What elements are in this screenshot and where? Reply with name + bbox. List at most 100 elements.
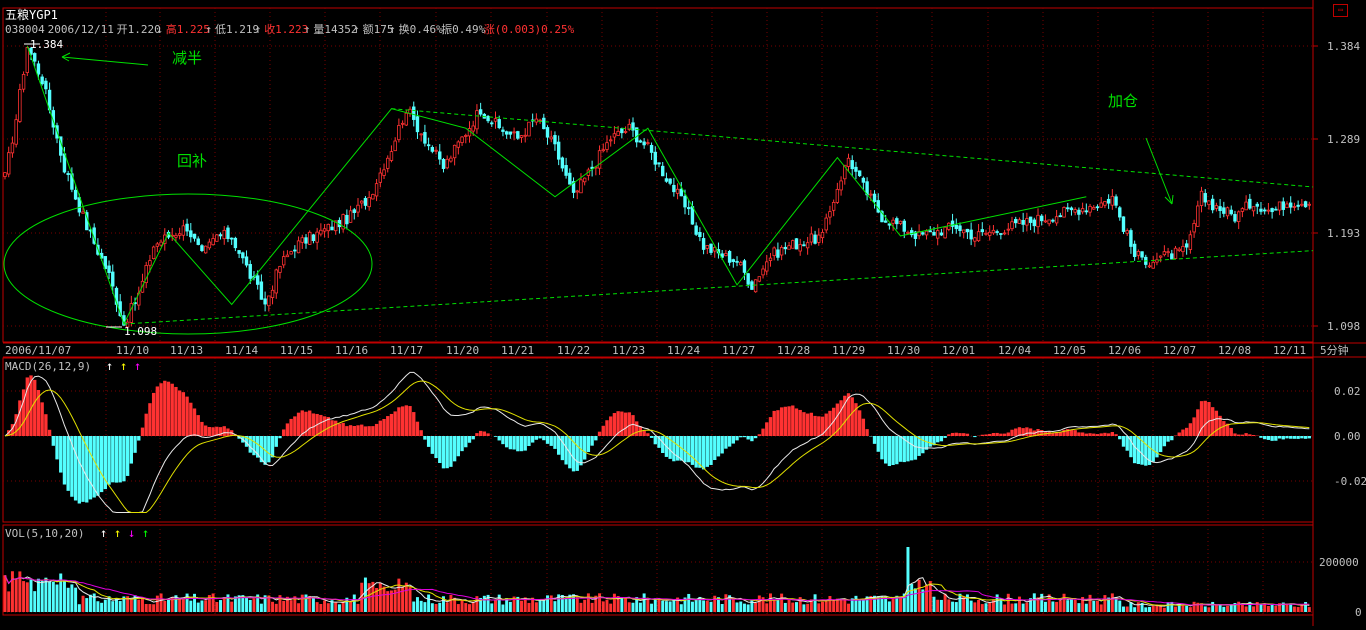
candle-body [713, 246, 717, 252]
candle-body [675, 188, 680, 194]
candle [586, 167, 591, 181]
candle [423, 124, 427, 147]
candle-body [891, 219, 895, 224]
candle-body [508, 131, 513, 135]
candle [817, 228, 821, 246]
candle [1166, 247, 1170, 257]
candle [244, 250, 249, 268]
candle-body [939, 232, 944, 236]
candle [1281, 197, 1285, 216]
candle-body [616, 130, 620, 136]
candle [939, 228, 944, 237]
candle [772, 246, 776, 261]
candle-body [475, 110, 479, 130]
candle-body [519, 135, 524, 138]
candle [25, 47, 29, 77]
candle [582, 177, 587, 186]
candle [713, 245, 717, 258]
candle-body [404, 112, 409, 126]
candle [360, 200, 364, 209]
candle [542, 113, 546, 130]
candle-body [1255, 203, 1259, 207]
add-position-arrow-line [1145, 137, 1173, 205]
candle [779, 245, 784, 261]
candle [965, 228, 970, 240]
candle [865, 177, 869, 201]
candle [661, 161, 665, 177]
candle [1021, 212, 1025, 233]
candle [657, 162, 661, 168]
candle-body [3, 172, 7, 177]
candle [348, 205, 353, 223]
candle [125, 318, 130, 328]
candle-body [14, 119, 18, 145]
candle-body [1162, 251, 1167, 256]
candle [1214, 202, 1219, 212]
candle-body [1032, 219, 1037, 227]
candle-body [1040, 215, 1044, 222]
date-tick-label: 11/30 [887, 344, 920, 357]
candle [341, 213, 345, 233]
candle [1114, 194, 1118, 209]
candle [854, 161, 858, 180]
candle-body [761, 268, 765, 276]
candle [77, 193, 82, 217]
candle [1184, 239, 1189, 255]
candle-body [568, 172, 572, 185]
candle-body [709, 243, 713, 253]
candle [263, 291, 267, 312]
candle-body [378, 172, 383, 183]
candle [597, 145, 602, 175]
candle-body [962, 229, 966, 234]
macd-histogram [7, 375, 1311, 504]
candle-body [787, 245, 791, 250]
candle [103, 256, 108, 270]
candle [493, 111, 498, 129]
candle-body [1236, 211, 1241, 222]
candle [705, 244, 710, 255]
candle-body [456, 141, 461, 148]
date-tick-label: 12/06 [1108, 344, 1141, 357]
candle-body [809, 233, 814, 243]
candle-body [181, 225, 186, 236]
candle [1028, 216, 1033, 231]
restore-window-icon[interactable]: ▭ [1333, 4, 1348, 17]
candle [787, 242, 791, 250]
candle [107, 260, 111, 280]
candle [1129, 228, 1133, 254]
candle [1255, 202, 1259, 215]
halve-arrow-line [61, 56, 149, 66]
candle-body [612, 133, 617, 138]
candle [1266, 202, 1271, 215]
candle-body [151, 246, 156, 259]
candle-body [843, 164, 847, 180]
candle-body [400, 122, 405, 125]
max-price-label: 1.384 [30, 38, 63, 51]
volume-bars [3, 547, 1311, 612]
candle-body [445, 158, 449, 169]
candle-body [1300, 203, 1304, 206]
candle-body [872, 193, 877, 203]
candle-body [111, 271, 115, 287]
candle [519, 135, 524, 143]
candle [1002, 229, 1007, 236]
candle [218, 232, 223, 240]
candle-body [1088, 205, 1092, 213]
date-tick-label: 11/16 [335, 344, 368, 357]
date-tick-label: 12/11 [1273, 344, 1306, 357]
candle-body [1014, 218, 1018, 224]
candle [887, 223, 892, 230]
candle [958, 222, 962, 237]
candle-body [1218, 206, 1222, 212]
candle [980, 222, 984, 236]
candle-body [493, 118, 498, 122]
candle-body [898, 220, 903, 224]
candle [924, 229, 929, 240]
candle-body [556, 141, 561, 160]
candle-body [794, 238, 799, 250]
candle [731, 258, 736, 268]
candle [809, 226, 814, 246]
candle-body [943, 226, 947, 239]
